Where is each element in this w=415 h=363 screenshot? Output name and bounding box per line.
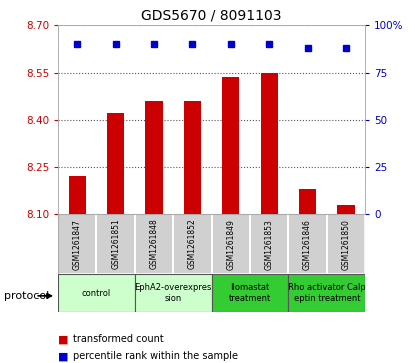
Text: GSM1261851: GSM1261851 — [111, 219, 120, 269]
Bar — [288, 214, 327, 274]
Bar — [288, 274, 365, 312]
Bar — [327, 214, 365, 274]
Bar — [212, 274, 288, 312]
Bar — [337, 205, 355, 214]
Text: EphA2-overexpres
sion: EphA2-overexpres sion — [134, 284, 212, 303]
Bar — [145, 101, 163, 214]
Text: control: control — [82, 289, 111, 298]
Bar — [184, 101, 201, 214]
Bar — [173, 214, 212, 274]
Text: GSM1261846: GSM1261846 — [303, 219, 312, 270]
Text: ■: ■ — [58, 334, 68, 344]
Bar — [135, 214, 173, 274]
Text: GSM1261847: GSM1261847 — [73, 219, 82, 270]
Bar — [299, 189, 316, 214]
Bar — [222, 77, 239, 214]
Text: protocol: protocol — [4, 291, 49, 301]
Bar — [68, 176, 86, 214]
Bar — [107, 114, 124, 214]
Text: GSM1261850: GSM1261850 — [342, 219, 351, 270]
Text: GSM1261849: GSM1261849 — [226, 219, 235, 270]
Text: percentile rank within the sample: percentile rank within the sample — [73, 351, 238, 362]
Text: GSM1261852: GSM1261852 — [188, 219, 197, 269]
Text: transformed count: transformed count — [73, 334, 164, 344]
Bar — [212, 214, 250, 274]
Title: GDS5670 / 8091103: GDS5670 / 8091103 — [142, 9, 282, 23]
Bar — [96, 214, 135, 274]
Bar — [135, 274, 212, 312]
Text: GSM1261848: GSM1261848 — [149, 219, 159, 269]
Bar — [58, 214, 96, 274]
Text: ■: ■ — [58, 351, 68, 362]
Text: Rho activator Calp
eptin treatment: Rho activator Calp eptin treatment — [288, 284, 366, 303]
Text: GSM1261853: GSM1261853 — [265, 219, 274, 270]
Text: Ilomastat
treatment: Ilomastat treatment — [229, 284, 271, 303]
Bar — [261, 73, 278, 214]
Bar — [250, 214, 288, 274]
Bar — [58, 274, 135, 312]
